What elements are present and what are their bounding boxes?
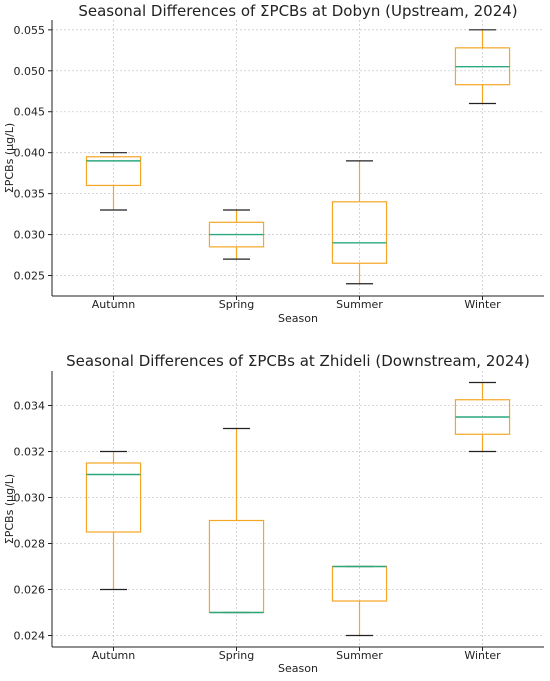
box-spring xyxy=(208,209,265,260)
box-body xyxy=(85,462,142,533)
y-tick-label: 0.026 xyxy=(14,584,46,597)
y-tick-label: 0.055 xyxy=(14,24,46,37)
chart-title: Seasonal Differences of ΣPCBs at Dobyn (… xyxy=(78,2,517,20)
x-tick-label: Winter xyxy=(464,298,501,311)
y-tick-label: 0.040 xyxy=(14,147,46,160)
chart-panel-2: 0.024 0.026 0.028 0.030 0.032 0.034 Autumn Spri… xyxy=(3,352,544,675)
box-body xyxy=(85,156,142,187)
y-axis-label: ΣPCBs (μg/L) xyxy=(3,123,16,193)
x-tick-label: Summer xyxy=(336,298,383,311)
y-tick-label: 0.024 xyxy=(14,630,46,643)
box-spring xyxy=(208,427,265,614)
box-winter xyxy=(454,29,511,105)
box-autumn xyxy=(85,152,142,211)
y-tick-label: 0.045 xyxy=(14,106,46,119)
box-autumn xyxy=(85,450,142,591)
box-body xyxy=(208,519,265,614)
x-tick-label: Autumn xyxy=(92,649,135,662)
y-tick-label: 0.030 xyxy=(14,229,46,242)
x-axis-label: Season xyxy=(278,662,318,675)
box-winter xyxy=(454,381,511,453)
y-tick-label: 0.050 xyxy=(14,65,46,78)
x-tick-label: Spring xyxy=(219,649,255,662)
y-tick-label: 0.028 xyxy=(14,538,46,551)
box-body xyxy=(331,201,388,264)
y-tick-label: 0.035 xyxy=(14,188,46,201)
chart-title: Seasonal Differences of ΣPCBs at Zhideli… xyxy=(66,352,530,370)
x-tick-label: Winter xyxy=(464,649,501,662)
box-summer xyxy=(331,565,388,637)
x-tick-label: Autumn xyxy=(92,298,135,311)
x-tick-label: Spring xyxy=(219,298,255,311)
box-summer xyxy=(331,160,388,285)
y-tick-label: 0.025 xyxy=(14,270,46,283)
x-axis-label: Season xyxy=(278,312,318,325)
y-axis-label: ΣPCBs (μg/L) xyxy=(3,474,16,544)
x-tick-label: Summer xyxy=(336,649,383,662)
y-tick-label: 0.030 xyxy=(14,492,46,505)
chart-panel-1: 0.025 0.030 0.035 0.040 0.045 0.050 0.055 Autum… xyxy=(3,2,544,325)
y-tick-label: 0.032 xyxy=(14,446,46,459)
y-tick-label: 0.034 xyxy=(14,400,46,413)
